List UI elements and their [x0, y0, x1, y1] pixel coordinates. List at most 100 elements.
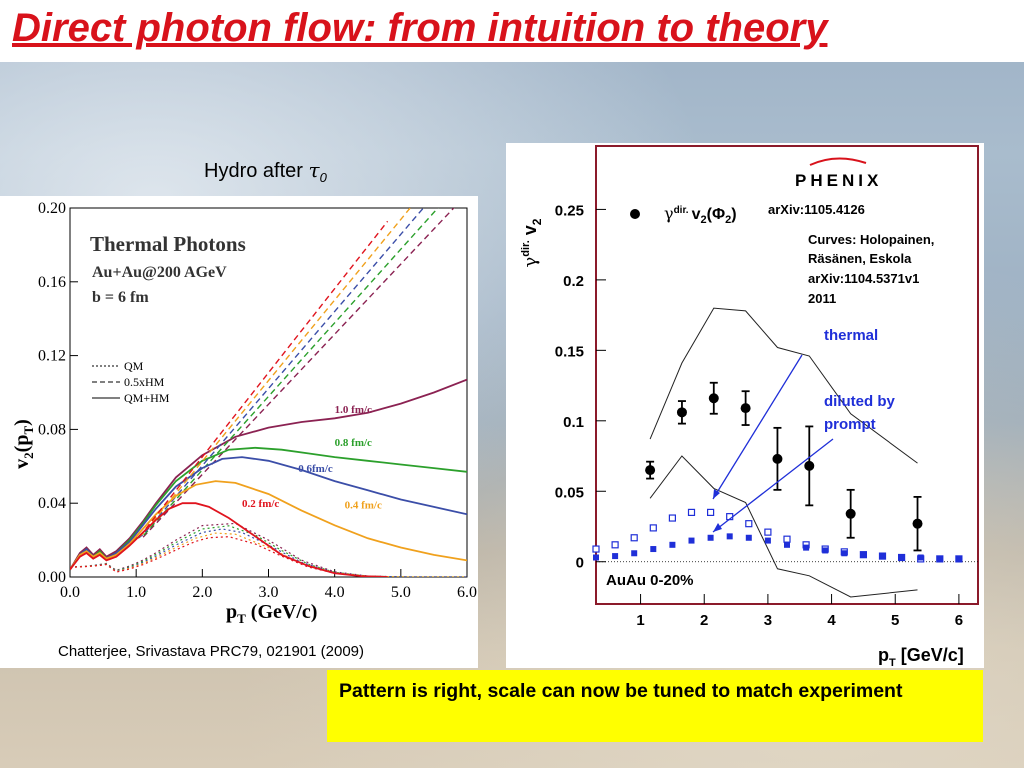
legend-close: ): [731, 206, 736, 223]
diluted-point: [726, 533, 733, 540]
legend-data-label: γdir. v2(Φ2): [664, 204, 737, 226]
y-tick-label: 0: [576, 555, 584, 572]
x-tick-label: 6.0: [457, 584, 477, 601]
y-tick-label: 0.20: [38, 200, 66, 217]
series-label: 0.4 fm/c: [345, 500, 382, 512]
diluted-point: [936, 555, 943, 562]
x-tick-label: 4.0: [325, 584, 345, 601]
legend-gamma: γ: [664, 204, 674, 223]
legend-marker-data: [630, 209, 640, 219]
x-tick-label: 6: [955, 612, 963, 629]
series-label: 0.8 fm/c: [335, 437, 372, 449]
phenix-v2-chart: 1 2 3 4 5 600.050.10.150.20.25 PHENIX γdir. v2…: [520, 145, 979, 669]
diluted-point: [841, 550, 848, 557]
curve-half-hm: [70, 220, 389, 571]
y-tick-label: 0.16: [38, 274, 66, 291]
diluted-point: [898, 554, 905, 561]
data-legend: γdir. v2(Φ2) arXiv:1105.4126: [630, 202, 865, 226]
curve-half-hm: [70, 208, 425, 570]
legend-v: v: [692, 206, 701, 223]
legend-label-qm: QM: [124, 359, 144, 373]
y-axis-label: γdir. v2: [520, 218, 544, 267]
y-tick-label: 0.00: [38, 569, 66, 586]
diluted-point: [955, 555, 962, 562]
y-tick-label: 0.15: [555, 343, 584, 360]
legend-dir: dir.: [674, 205, 689, 216]
diluted-point: [860, 551, 867, 558]
diluted-point: [764, 537, 771, 544]
diluted-point: [822, 547, 829, 554]
thermal-point: [687, 508, 696, 516]
curve-half-hm: [70, 208, 455, 570]
curve-qmhm: [70, 480, 467, 571]
slide-title: Direct photon flow: from intuition to th…: [12, 6, 828, 50]
diluted-point: [745, 534, 752, 541]
thermal-point: [668, 514, 676, 522]
arrow-thermal: [712, 354, 803, 500]
x-tick-label: 3: [764, 612, 772, 629]
arrow-diluted: [712, 438, 834, 533]
series-label: 1.0 fm/c: [335, 404, 372, 416]
data-point: [740, 403, 751, 414]
phenix-logo-text: PHENIX: [795, 171, 882, 190]
data-point: [676, 407, 687, 418]
y-tick-label: 0.2: [563, 273, 584, 290]
curve-half-hm: [70, 208, 412, 570]
legend-phi: (Φ: [707, 206, 725, 223]
curve-qmhm: [70, 378, 467, 571]
diluted-point: [879, 553, 886, 560]
legend-phi-sub: 2: [725, 214, 731, 226]
diluted-point: [707, 534, 714, 541]
y-axis-label: v2(pT): [11, 419, 36, 469]
plot-frame: [595, 145, 979, 605]
thermal-point: [745, 520, 753, 528]
phenix-logo: PHENIX: [795, 157, 882, 190]
tau-subscript: 0: [319, 170, 327, 185]
band-lower-line: [649, 455, 918, 598]
legend-reference: arXiv:1105.4126: [768, 202, 865, 217]
legend-label-hm: 0.5xHM: [124, 375, 165, 389]
diluted-point: [593, 554, 599, 561]
citation-left: Chatterjee, Srivastava PRC79, 021901 (20…: [58, 643, 365, 660]
legend-v-sub: 2: [700, 214, 706, 226]
thermal-point: [611, 541, 619, 549]
chart-subtitle-system: Au+Au@200 AGeV: [92, 264, 227, 281]
thermal-point: [649, 524, 657, 532]
hydro-label-text: Hydro after: [204, 160, 303, 182]
diluted-point: [650, 546, 657, 553]
diluted-point: [688, 537, 695, 544]
tau-symbol: τ: [308, 158, 320, 182]
arrow-thermal-head: [713, 489, 720, 499]
annotation-diluted: diluted by: [824, 393, 895, 410]
diluted-point: [612, 553, 619, 560]
legend-label-qmhm: QM+HM: [124, 391, 170, 405]
diluted-point: [784, 541, 790, 548]
x-tick-label: 1.0: [126, 584, 146, 601]
annotation-thermal: thermal: [824, 327, 878, 344]
thermal-point: [707, 508, 715, 516]
x-tick-label: 5.0: [391, 584, 411, 601]
y-tick-label: 0.05: [555, 484, 584, 501]
band-upper-line: [649, 307, 918, 464]
x-tick-label: 0.0: [60, 584, 80, 601]
x-tick-label: 1: [636, 612, 644, 629]
x-tick-label: 4: [827, 612, 836, 629]
x-axis-label: pT (GeV/c): [226, 601, 317, 626]
curves-note-line: Curves: Holopainen,: [808, 232, 934, 247]
chart-legend: QM 0.5xHM QM+HM: [92, 359, 170, 405]
curves-note: Curves: Holopainen, Räsänen, Eskola arXi…: [808, 232, 934, 306]
data-point: [845, 508, 856, 519]
hydro-label: Hydro after τ0: [204, 158, 327, 185]
y-tick-label: 0.04: [38, 495, 66, 512]
title-bar: Direct photon flow: from intuition to th…: [0, 0, 1024, 62]
y-tick-label: 0.12: [38, 348, 66, 365]
curves-note-line: Räsänen, Eskola: [808, 251, 912, 266]
thermal-photons-chart-panel: 0.0 1.0 2.0 3.0 4.0 5.0 6.0 0.00 0.04 0.08 0.12 0.1…: [0, 196, 478, 668]
y-tick-label: 0.08: [38, 421, 66, 438]
curve-qm: [70, 536, 388, 577]
system-label: AuAu 0-20%: [606, 572, 694, 589]
data-point: [708, 393, 719, 404]
data-point: [772, 453, 783, 464]
thermal-point: [764, 528, 772, 536]
arrow-diluted-head: [713, 523, 722, 532]
